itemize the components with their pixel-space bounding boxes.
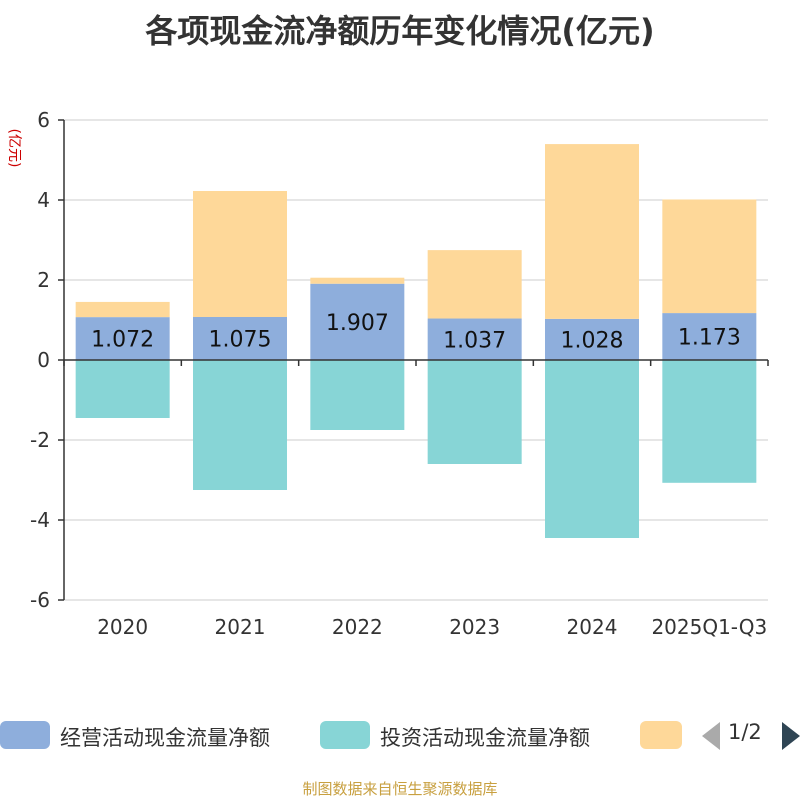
- legend-label-operating: 经营活动现金流量净额: [60, 726, 270, 750]
- bar-series0-2021[interactable]: [193, 317, 287, 360]
- x-tick-label: 2024: [567, 615, 618, 639]
- x-tick-label: 2025Q1-Q3: [651, 615, 767, 639]
- bar-series1-2020[interactable]: [75, 360, 170, 418]
- bar-series0-2025Q1-Q3[interactable]: [662, 313, 757, 360]
- legend-swatch-financing: [640, 721, 682, 749]
- bar-series2-2020[interactable]: [75, 301, 170, 318]
- x-tick-label: 2022: [332, 615, 383, 639]
- data-label: 1.028: [561, 328, 624, 353]
- bar-series1-2025Q1-Q3[interactable]: [662, 360, 757, 483]
- axes: 6 4 2 0 -2 -4 -6 2020 2021 2022 2023 2024 2025Q1-Q3: [30, 108, 769, 639]
- bar-series2-2024[interactable]: [545, 144, 639, 319]
- pager-next-button[interactable]: [782, 722, 800, 750]
- pager-prev-button[interactable]: [702, 722, 720, 750]
- pager-text: 1/2: [728, 720, 762, 744]
- data-label: 1.075: [209, 328, 272, 353]
- bars: [75, 144, 757, 538]
- x-tick-label: 2023: [449, 615, 500, 639]
- x-tick-label: 2021: [215, 615, 266, 639]
- legend: 经营活动现金流量净额 投资活动现金流量净额 1/2: [0, 712, 800, 756]
- y-tick-label: -6: [30, 588, 50, 612]
- x-tick-label: 2020: [97, 615, 148, 639]
- source-note: 制图数据来自恒生聚源数据库: [302, 780, 498, 798]
- bar-series0-2022[interactable]: [310, 283, 405, 360]
- bar-series1-2023[interactable]: [427, 360, 522, 464]
- y-tick-label: 2: [37, 268, 50, 292]
- y-tick-label: -2: [30, 428, 50, 452]
- data-label: 1.173: [678, 326, 741, 351]
- bar-series2-2022[interactable]: [310, 277, 405, 284]
- bar-series0-2023[interactable]: [427, 318, 522, 360]
- legend-swatch-operating: [0, 721, 50, 749]
- y-tick-label: -4: [30, 508, 50, 532]
- legend-swatch-investing: [320, 721, 370, 749]
- bar-series0-2020[interactable]: [75, 317, 170, 360]
- data-label: 1.037: [443, 328, 506, 353]
- data-label: 1.907: [326, 311, 389, 336]
- y-tick-label: 0: [37, 348, 50, 372]
- legend-label-investing: 投资活动现金流量净额: [380, 726, 590, 750]
- bar-series2-2025Q1-Q3[interactable]: [662, 199, 757, 314]
- data-label: 1.072: [91, 328, 154, 353]
- y-axis-unit-label: (亿元): [6, 129, 22, 168]
- bar-series0-2024[interactable]: [545, 318, 639, 360]
- y-tick-label: 6: [37, 108, 50, 132]
- bar-series1-2021[interactable]: [193, 360, 287, 490]
- y-tick-label: 4: [37, 188, 50, 212]
- chart-title: 各项现金流净额历年变化情况(亿元): [145, 12, 655, 50]
- bar-series1-2022[interactable]: [310, 360, 405, 430]
- bar-series2-2021[interactable]: [193, 191, 287, 317]
- grid-lines: [64, 119, 768, 601]
- bar-series2-2023[interactable]: [427, 250, 522, 319]
- data-labels: 1.072 1.075 1.907 1.037 1.028 1.173: [91, 311, 741, 354]
- bar-series1-2024[interactable]: [545, 360, 639, 538]
